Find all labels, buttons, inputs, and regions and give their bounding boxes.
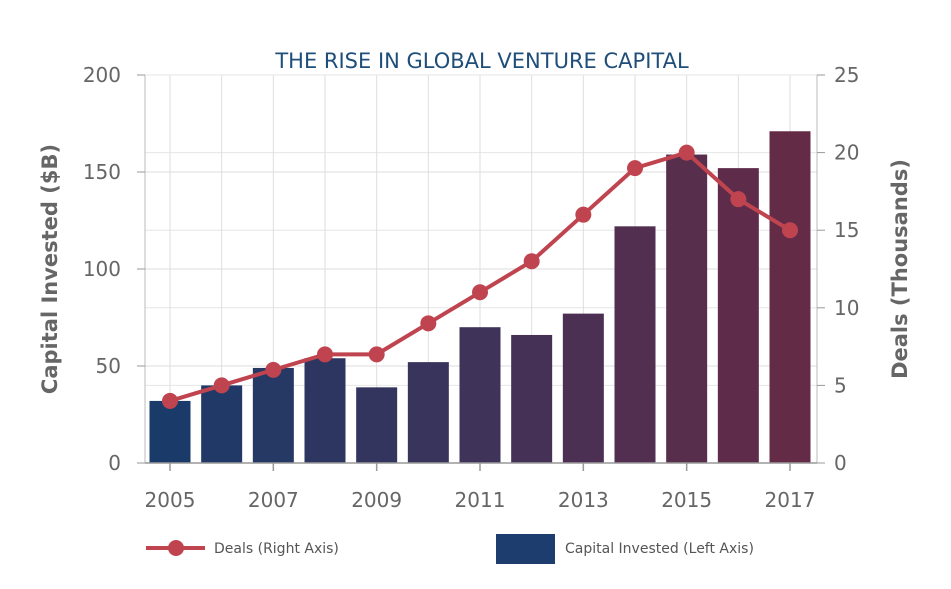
deals-point-2006 — [213, 377, 230, 394]
bar-2010 — [407, 362, 449, 463]
y-right-tick-label-0: 0 — [834, 451, 847, 475]
bar-2017 — [769, 131, 811, 463]
deals-point-2008 — [317, 346, 333, 363]
legend: Deals (Right Axis) Capital Invested (Lef… — [146, 534, 754, 564]
deals-point-2013 — [575, 206, 592, 223]
bar-2009 — [356, 387, 398, 463]
deals-point-2012 — [523, 253, 540, 270]
bar-2016 — [717, 168, 759, 463]
deals-point-2017 — [782, 222, 798, 239]
chart-title: THE RISE IN GLOBAL VENTURE CAPITAL — [274, 49, 689, 73]
x-tick-label-2013: 2013 — [558, 488, 609, 512]
bar-2012 — [511, 334, 553, 463]
deals-point-2010 — [420, 315, 437, 332]
bar-2013 — [562, 313, 604, 463]
y-right-tick-label-25: 25 — [834, 63, 859, 87]
y-left-tick-label-50: 50 — [96, 354, 121, 378]
y-axis-left-label: Capital Invested ($B) — [38, 144, 62, 394]
bar-series — [149, 131, 811, 464]
y-left-tick-label-200: 200 — [83, 63, 121, 87]
deals-point-2005 — [162, 392, 178, 409]
legend-capital-label: Capital Invested (Left Axis) — [565, 541, 754, 557]
deals-point-2011 — [472, 284, 488, 301]
bar-2007 — [252, 367, 294, 463]
x-tick-label-2011: 2011 — [455, 488, 506, 512]
legend-capital-swatch — [496, 534, 555, 564]
deals-point-2015 — [678, 144, 695, 161]
bar-2005 — [149, 400, 191, 463]
line-series — [162, 144, 798, 409]
x-tick-label-2007: 2007 — [248, 488, 299, 512]
x-tick-label-2015: 2015 — [661, 488, 712, 512]
x-tick-label-2017: 2017 — [765, 488, 816, 512]
y-right-tick-label-10: 10 — [834, 296, 859, 320]
x-tick-label-2009: 2009 — [351, 488, 402, 512]
legend-item-capital: Capital Invested (Left Axis) — [496, 534, 754, 564]
y-left-tick-label-150: 150 — [83, 160, 121, 184]
bar-2011 — [459, 327, 501, 463]
bar-2015 — [666, 154, 708, 464]
legend-deals-marker — [168, 540, 184, 556]
bar-2006 — [201, 385, 243, 463]
deals-point-2016 — [730, 191, 747, 208]
tick-labels: 2005 2007 2009 2011 2013 2015 2017050100150200… — [83, 63, 860, 512]
y-right-tick-label-15: 15 — [834, 218, 859, 242]
y-axis-right-label: Deals (Thousands) — [888, 159, 912, 379]
x-tick-label-2005: 2005 — [145, 488, 196, 512]
deals-point-2014 — [627, 160, 643, 177]
y-left-tick-label-0: 0 — [108, 451, 121, 475]
y-right-tick-label-5: 5 — [834, 373, 847, 397]
y-right-tick-label-20: 20 — [834, 141, 859, 165]
axes — [137, 74, 825, 471]
legend-item-deals: Deals (Right Axis) — [146, 540, 339, 557]
deals-point-2009 — [368, 346, 385, 363]
bar-2008 — [304, 358, 346, 463]
y-left-tick-label-100: 100 — [83, 257, 121, 281]
bar-2014 — [614, 226, 656, 463]
legend-deals-label: Deals (Right Axis) — [214, 541, 339, 557]
deals-point-2007 — [265, 361, 282, 378]
